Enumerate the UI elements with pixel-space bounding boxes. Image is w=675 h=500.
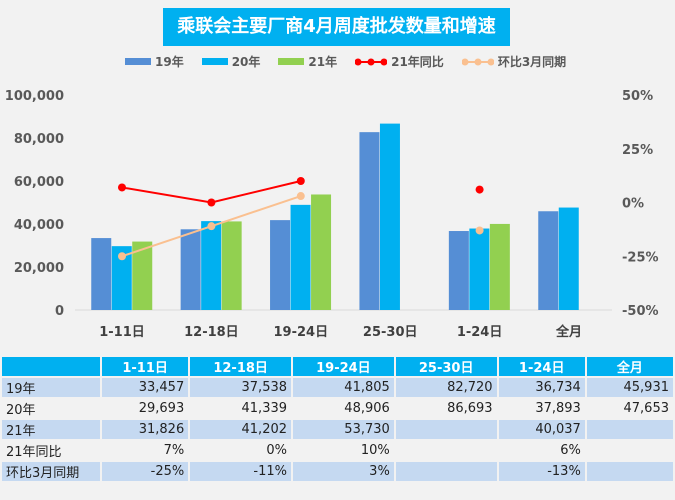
table-cell: -11%	[190, 462, 292, 481]
legend-label: 20年	[231, 55, 261, 69]
bar-19年	[359, 132, 380, 310]
y-tick-label: 60,000	[14, 175, 64, 190]
y-tick-label: 40,000	[14, 218, 64, 233]
bar-19年	[180, 229, 201, 310]
bar-20年	[201, 221, 222, 310]
y-tick-label: 0	[55, 304, 64, 319]
point-21年同比	[475, 185, 484, 194]
table-cell: 36,734	[498, 378, 585, 397]
bar-20年	[469, 228, 490, 310]
bar-19年	[91, 238, 112, 310]
table-row: 21年 31,826 41,202 53,730 40,037	[2, 420, 673, 439]
bar-20年	[379, 123, 400, 310]
table-cell: 48,906	[293, 399, 394, 418]
legend-item: 环比3月同期	[461, 53, 567, 70]
table-row: 环比3月同期 -25% -11% 3% -13%	[2, 462, 673, 481]
legend-item: 20年	[201, 53, 261, 70]
bar-21年	[221, 221, 242, 310]
y-tick-label: 20,000	[14, 261, 64, 276]
y2-tick-label: 50%	[622, 89, 653, 104]
y2-tick-label: -25%	[622, 250, 659, 265]
table-cell: 6%	[498, 441, 585, 460]
table-row: 20年 29,693 41,339 48,906 86,693 37,893 47,653	[2, 399, 673, 418]
bar-20年	[558, 207, 579, 310]
table-cell: 37,893	[498, 399, 585, 418]
x-tick-label: 12-18日	[184, 325, 239, 340]
data-table: 1-11日 12-18日 19-24日 25-30日 1-24日 全月 19年 33,457 3…	[0, 355, 675, 483]
table-cell: 7%	[102, 441, 189, 460]
table-cell: 1-24日	[498, 357, 585, 376]
legend-label: 21年同比	[391, 55, 444, 69]
legend: 19年 20年 21年 21年同比 环比3月同期	[125, 53, 566, 70]
bar-21年	[489, 223, 510, 310]
table-cell: 29,693	[102, 399, 189, 418]
table-cell	[586, 441, 673, 460]
table-cell: 41,339	[190, 399, 292, 418]
table-cell: 20年	[2, 399, 100, 418]
legend-label: 21年	[308, 55, 338, 69]
table-cell: 3%	[293, 462, 394, 481]
bar-21年	[132, 241, 153, 310]
y2-tick-label: 0%	[622, 197, 644, 212]
table-cell	[586, 420, 673, 439]
x-tick-label: 19-24日	[274, 325, 329, 340]
table-cell: 环比3月同期	[2, 462, 100, 481]
table-cell: 31,826	[102, 420, 189, 439]
table-row: 21年同比 7% 0% 10% 6%	[2, 441, 673, 460]
legend-item: 19年	[125, 53, 184, 70]
chart-title: 乘联会主要厂商4月周度批发数量和增速	[163, 8, 510, 46]
table-cell: 19年	[2, 378, 100, 397]
x-tick-label: 1-11日	[99, 325, 145, 340]
x-tick-label: 1-24日	[457, 325, 503, 340]
x-tick-label: 全月	[555, 324, 582, 340]
table-cell: 33,457	[102, 378, 189, 397]
table-cell: 10%	[293, 441, 394, 460]
table-cell: 41,202	[190, 420, 292, 439]
table-cell	[586, 462, 673, 481]
table-cell: 45,931	[586, 378, 673, 397]
table-cell: 37,538	[190, 378, 292, 397]
legend-label: 环比3月同期	[497, 55, 567, 69]
table-cell: -25%	[102, 462, 189, 481]
table-row: 1-11日 12-18日 19-24日 25-30日 1-24日 全月	[2, 357, 673, 376]
y2-tick-label: 25%	[622, 143, 653, 158]
x-tick-label: 25-30日	[363, 325, 418, 340]
table-cell: 82,720	[395, 378, 497, 397]
table-cell	[395, 462, 497, 481]
table-cell: -13%	[498, 462, 585, 481]
table-cell: 21年	[2, 420, 100, 439]
table-cell: 全月	[586, 357, 673, 376]
table-cell: 19-24日	[293, 357, 394, 376]
legend-label: 19年	[155, 55, 184, 69]
table-cell: 21年同比	[2, 441, 100, 460]
bar-19年	[538, 211, 559, 310]
table-cell: 1-11日	[102, 357, 189, 376]
table-cell: 40,037	[498, 420, 585, 439]
table-cell: 12-18日	[190, 357, 292, 376]
table-row: 19年 33,457 37,538 41,805 82,720 36,734 45,931	[2, 378, 673, 397]
table-cell: 41,805	[293, 378, 394, 397]
legend-item: 21年	[278, 53, 337, 70]
bar-20年	[290, 204, 311, 310]
table-cell: 86,693	[395, 399, 497, 418]
table-cell: 0%	[190, 441, 292, 460]
y-tick-label: 100,000	[5, 89, 64, 104]
bar-19年	[270, 220, 291, 310]
bar-21年	[311, 194, 332, 310]
table-cell	[395, 420, 497, 439]
table-cell	[2, 357, 100, 376]
table-cell: 47,653	[586, 399, 673, 418]
line-环比3月同期	[121, 195, 302, 258]
point-环比3月同期	[475, 226, 484, 235]
table-cell	[395, 441, 497, 460]
y2-tick-label: -50%	[622, 304, 659, 319]
table-cell: 53,730	[293, 420, 394, 439]
line-21年同比	[121, 180, 302, 204]
legend-item: 21年同比	[355, 53, 444, 70]
bar-20年	[111, 246, 132, 310]
table-cell: 25-30日	[395, 357, 497, 376]
bar-19年	[448, 231, 469, 310]
y-tick-label: 80,000	[14, 132, 64, 147]
chart: 0 20,000 40,000 60,000 80,000 100,000 -50% -25%…	[5, 89, 659, 340]
